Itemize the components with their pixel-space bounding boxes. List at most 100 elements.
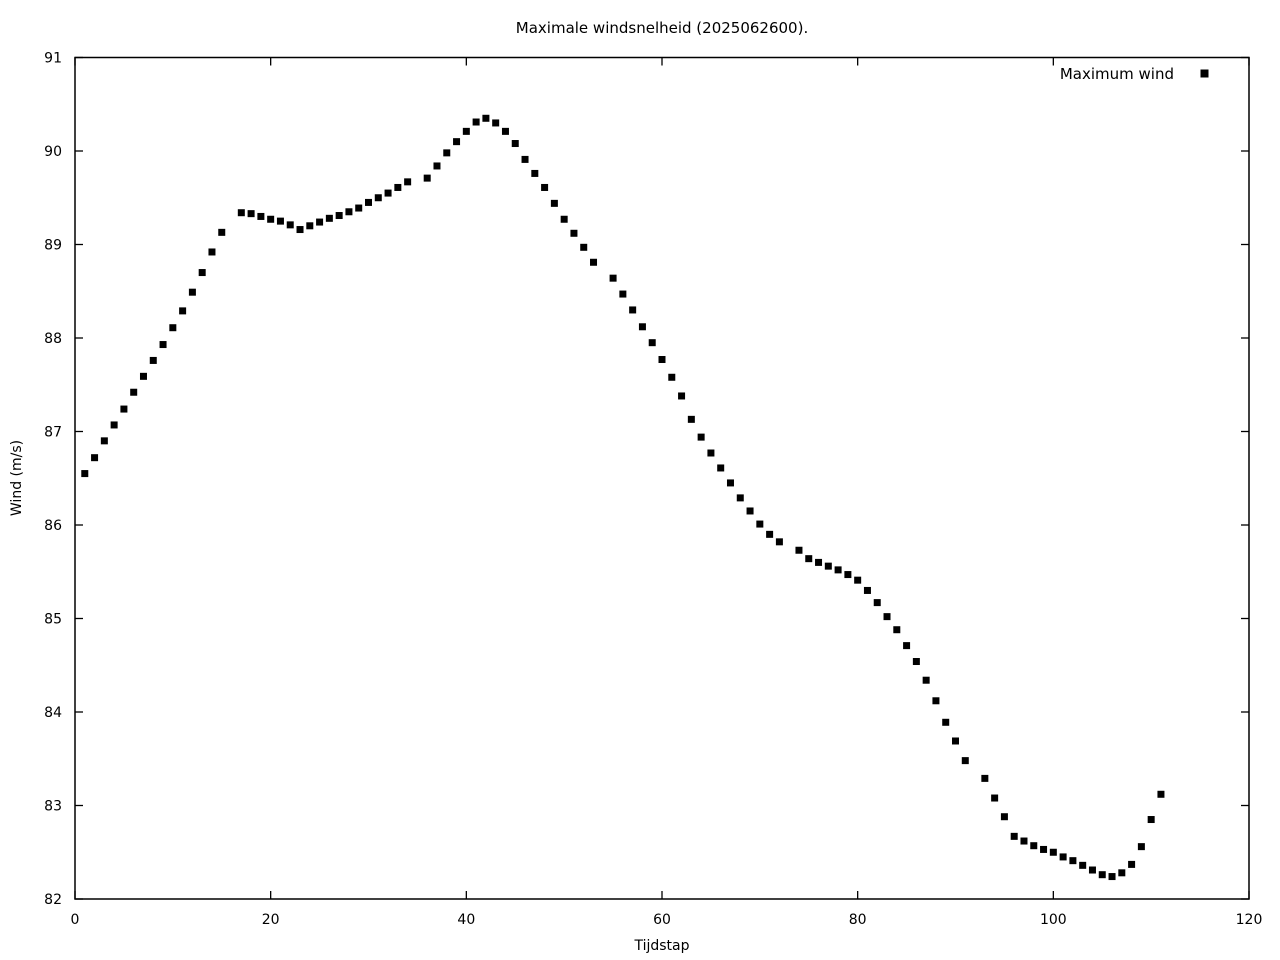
data-point-marker	[472, 118, 480, 126]
data-point-marker	[91, 454, 99, 462]
data-point-marker	[922, 676, 930, 684]
data-point-marker	[883, 613, 891, 621]
x-tick-label: 0	[71, 912, 80, 928]
data-point-marker	[795, 546, 803, 554]
data-point-marker	[844, 571, 852, 579]
data-point-marker	[1137, 843, 1145, 851]
y-tick-label: 83	[44, 799, 62, 815]
data-point-marker	[120, 405, 128, 413]
x-tick-label: 20	[262, 912, 280, 928]
data-point-marker	[296, 226, 304, 234]
data-point-marker	[179, 307, 187, 315]
data-point-marker	[942, 718, 950, 726]
data-point-marker	[188, 288, 196, 296]
x-tick-label: 80	[849, 912, 867, 928]
data-point-marker	[541, 183, 549, 191]
data-point-marker	[903, 642, 911, 650]
data-point-marker	[981, 774, 989, 782]
data-point-marker	[1000, 813, 1008, 821]
data-point-marker	[1098, 871, 1106, 879]
data-point-marker	[453, 138, 461, 146]
data-point-marker	[316, 218, 324, 226]
y-tick-label: 89	[44, 238, 62, 254]
data-point-marker	[443, 149, 451, 157]
data-point-marker	[501, 127, 509, 135]
data-point-marker	[707, 449, 715, 457]
data-point-marker	[1020, 837, 1028, 845]
data-point-marker	[267, 215, 275, 223]
data-point-marker	[423, 174, 431, 182]
data-point-marker	[668, 373, 676, 381]
plot-border	[74, 56, 1250, 900]
data-point-marker	[169, 324, 177, 332]
data-point-marker	[384, 189, 392, 197]
data-point-marker	[952, 737, 959, 745]
axis-ticks	[74, 56, 1250, 900]
data-point-marker	[198, 269, 206, 277]
data-point-marker	[1069, 857, 1077, 865]
data-point-marker	[717, 464, 725, 472]
data-point-marker	[247, 210, 255, 218]
data-point-marker	[590, 258, 598, 266]
data-point-marker	[1108, 873, 1116, 881]
data-point-marker	[1040, 845, 1048, 853]
data-point-marker	[81, 470, 89, 478]
chart-title: Maximale windsnelheid (2025062600).	[516, 19, 808, 37]
data-point-marker	[139, 372, 147, 380]
data-point-marker	[325, 214, 333, 222]
legend-marker-square-icon	[1200, 69, 1209, 78]
data-point-marker	[736, 494, 744, 502]
data-point-marker	[756, 520, 764, 528]
data-point-marker	[365, 198, 372, 206]
y-tick-label: 85	[44, 612, 62, 628]
data-point-marker	[697, 433, 705, 441]
data-point-marker	[100, 437, 108, 445]
data-point-marker	[560, 215, 568, 223]
data-point-marker	[580, 243, 588, 251]
data-point-marker	[550, 199, 558, 207]
data-point-marker	[932, 697, 940, 705]
data-point-marker	[687, 415, 695, 423]
data-point-marker	[521, 155, 529, 163]
y-tick-label: 84	[44, 705, 62, 721]
data-point-marker	[394, 183, 402, 191]
y-axis-label: Wind (m/s)	[9, 440, 25, 516]
data-point-marker	[1088, 866, 1096, 874]
x-tick-label: 120	[1236, 912, 1263, 928]
data-point-marker	[110, 421, 118, 429]
data-point-marker	[1059, 853, 1067, 861]
data-point-marker	[355, 204, 363, 212]
data-point-marker	[374, 194, 382, 202]
data-point-marker	[854, 576, 862, 584]
data-point-marker	[834, 566, 842, 574]
data-point-marker	[648, 339, 656, 347]
y-tick-label: 91	[44, 51, 62, 67]
x-axis-tick-labels: 0 20 40 60 80 100 120	[71, 912, 1263, 928]
data-point-marker	[149, 356, 157, 364]
data-point-marker	[130, 388, 138, 396]
data-point-marker	[824, 562, 832, 570]
y-tick-label: 87	[44, 425, 62, 441]
data-point-marker	[893, 626, 901, 634]
x-tick-label: 60	[653, 912, 671, 928]
data-point-marker	[511, 140, 519, 148]
data-point-marker	[208, 248, 216, 256]
x-tick-label: 40	[457, 912, 475, 928]
y-tick-label: 88	[44, 331, 62, 347]
data-point-marker	[1010, 832, 1018, 840]
data-point-marker	[482, 114, 490, 122]
data-point-marker	[257, 212, 265, 220]
legend-label: Maximum wind	[1060, 65, 1174, 83]
data-point-marker	[746, 507, 754, 515]
data-point-marker	[678, 392, 686, 400]
data-point-marker	[912, 658, 920, 666]
data-point-marker	[286, 221, 294, 229]
data-point-marker	[1079, 861, 1087, 869]
data-point-marker	[1147, 816, 1155, 824]
data-point-marker	[345, 208, 353, 216]
data-point-marker	[629, 306, 637, 314]
data-point-marker	[815, 558, 823, 566]
y-axis-tick-labels: 82 83 84 85 86 87 88 89 90 91	[44, 51, 62, 909]
